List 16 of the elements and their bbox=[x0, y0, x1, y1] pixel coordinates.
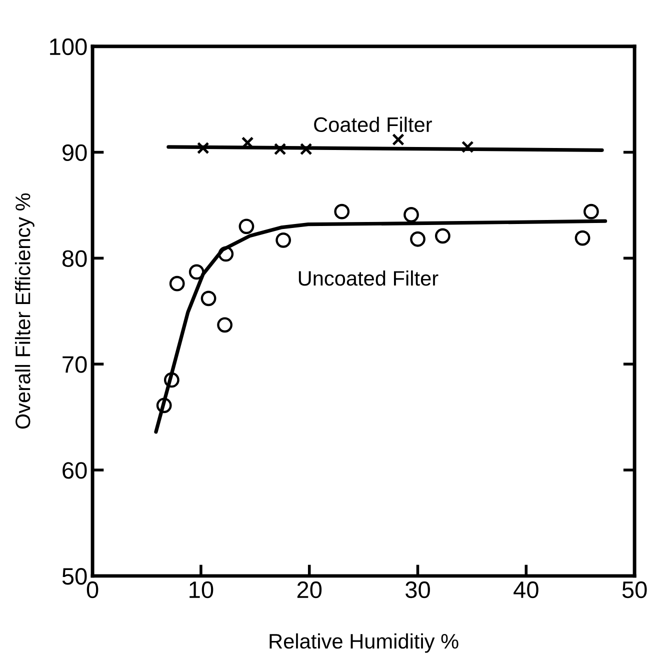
y-axis-title: Overall Filter Efficiency % bbox=[14, 193, 34, 429]
y-tick-label: 100 bbox=[50, 38, 87, 56]
x-axis-title: Relative Humiditiy % bbox=[270, 633, 458, 653]
series-label: Uncoated Filter bbox=[298, 270, 438, 286]
y-tick-label: 70 bbox=[62, 356, 87, 373]
y-tick-label: 80 bbox=[62, 250, 87, 267]
x-tick-label: 0 bbox=[86, 581, 98, 598]
x-tick-label: 30 bbox=[406, 581, 430, 598]
x-tick-label: 20 bbox=[297, 581, 322, 598]
y-tick-label: 60 bbox=[62, 462, 87, 479]
x-tick-label: 40 bbox=[514, 581, 538, 598]
x-tick-label: 50 bbox=[622, 581, 647, 598]
series-label: Coated Filter bbox=[314, 116, 432, 132]
y-tick-label: 90 bbox=[62, 144, 87, 162]
y-tick-label: 50 bbox=[62, 568, 87, 585]
x-tick-label: 10 bbox=[190, 581, 214, 598]
